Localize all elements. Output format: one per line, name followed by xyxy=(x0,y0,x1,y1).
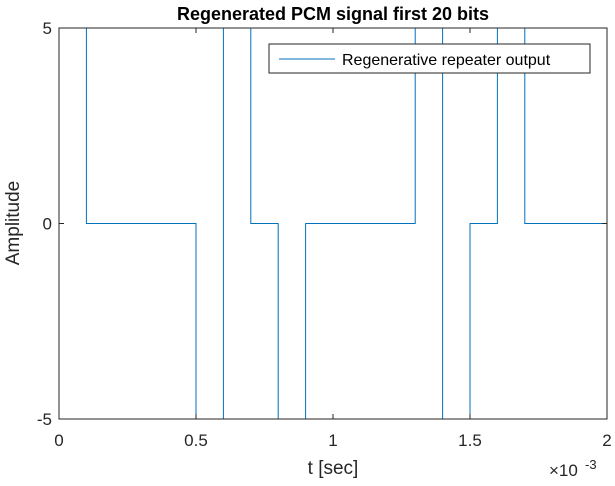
x-tick-labels: 0 0.5 1 1.5 2 xyxy=(54,431,611,450)
y-tick-labels: -5 0 5 xyxy=(37,19,52,429)
x-tick-label: 0 xyxy=(54,431,63,450)
chart-title: Regenerated PCM signal first 20 bits xyxy=(177,4,489,24)
x-exponent-base: ×10 xyxy=(549,461,578,480)
y-axis-label: Amplitude xyxy=(3,181,24,266)
x-exponent-power: -3 xyxy=(585,457,597,472)
x-tick-label: 1.5 xyxy=(458,431,482,450)
y-tick-label: 5 xyxy=(43,19,52,38)
legend: Regenerative repeater output xyxy=(268,43,591,74)
y-tick-label: -5 xyxy=(37,410,52,429)
axes-layer xyxy=(58,27,608,420)
x-exponent-label: ×10 -3 xyxy=(549,457,597,480)
x-tick-label: 1 xyxy=(328,431,337,450)
x-tick-label: 0.5 xyxy=(184,431,208,450)
x-axis-label: t [sec] xyxy=(308,458,359,479)
legend-label: Regenerative repeater output xyxy=(342,52,551,69)
y-tick-label: 0 xyxy=(43,215,52,234)
x-tick-label: 2 xyxy=(602,431,611,450)
